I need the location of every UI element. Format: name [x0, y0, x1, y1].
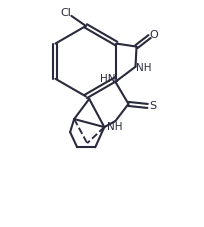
Text: HN: HN [100, 74, 115, 84]
Text: S: S [149, 101, 156, 111]
Text: NH: NH [136, 63, 151, 73]
Text: O: O [150, 30, 158, 40]
Text: NH: NH [107, 122, 122, 132]
Text: Cl: Cl [60, 8, 71, 18]
